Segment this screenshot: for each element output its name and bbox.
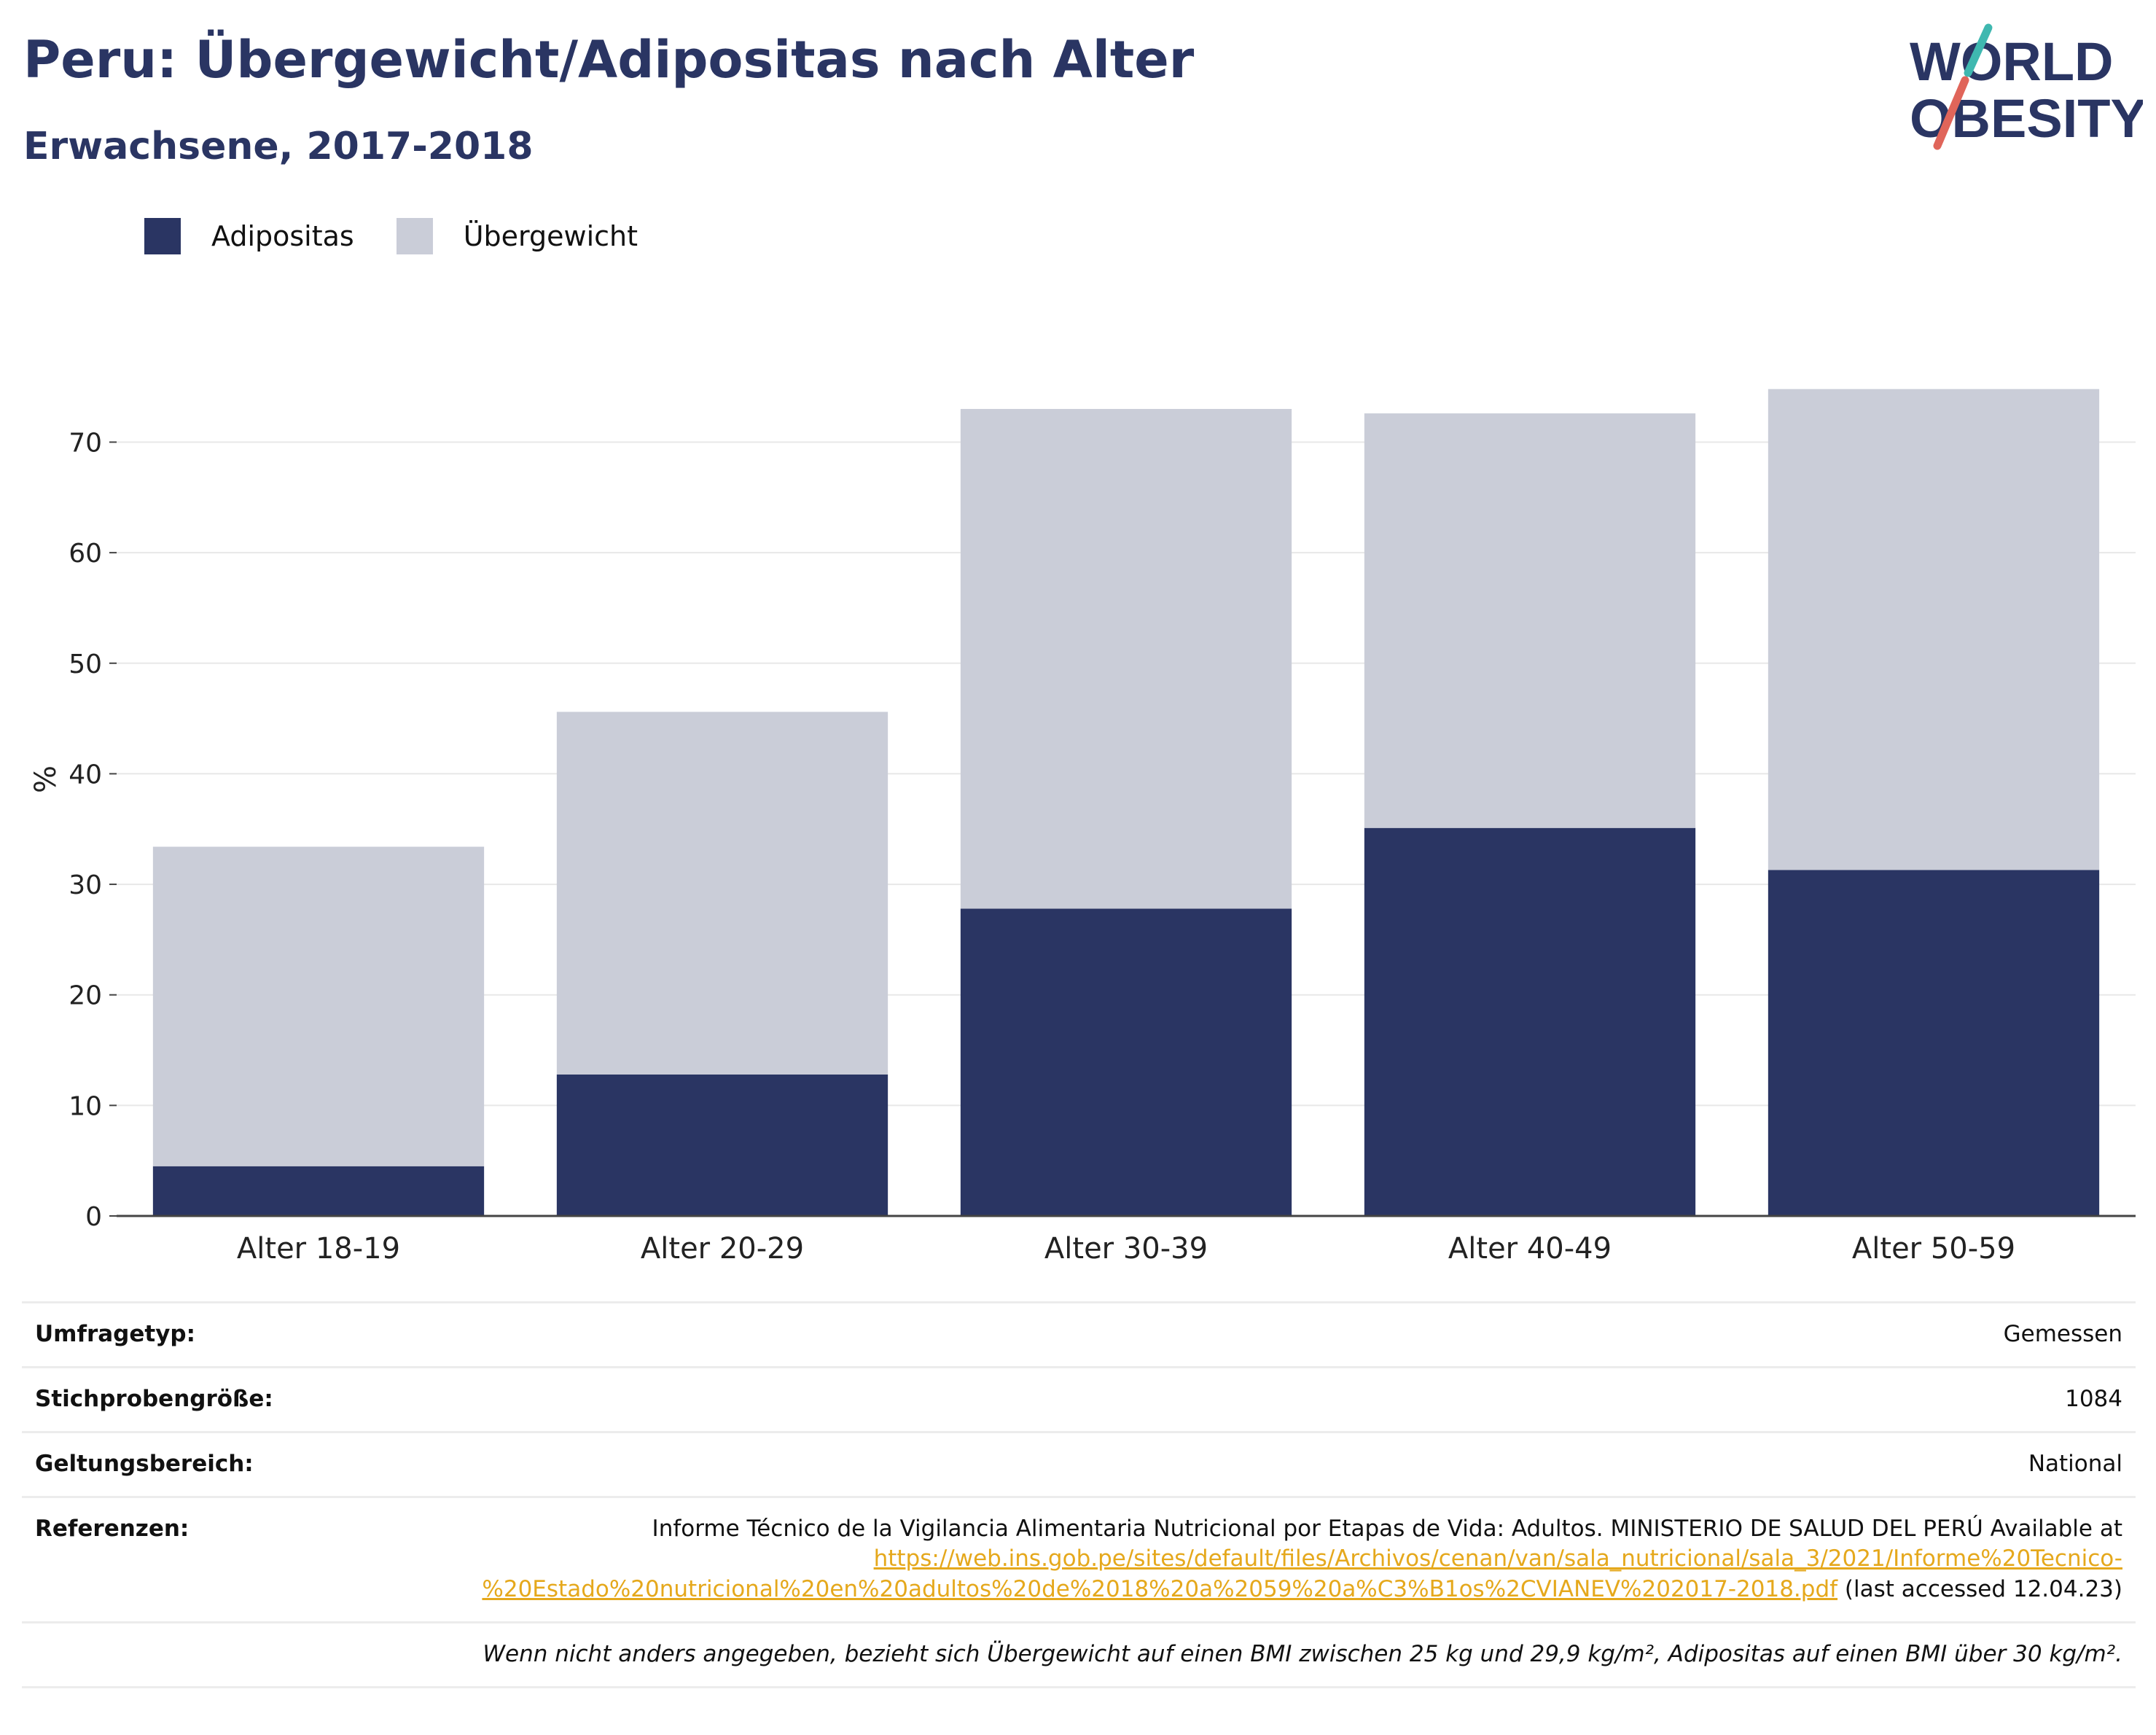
y-axis-label: % [29,765,63,793]
legend-item-adipositas[interactable]: Adipositas [144,218,354,254]
x-tick-label-0: Alter 18-19 [237,1232,400,1266]
scope-value: National [413,1430,2136,1498]
y-tick-label-30: 30 [69,870,102,900]
references-link[interactable]: https://web.ins.gob.pe/sites/default/fil… [482,1545,2122,1602]
logo-slash-coral [1933,76,1969,150]
x-tick-label-4: Alter 50-59 [1852,1232,2015,1266]
survey-type-label: Umfragetyp: [22,1301,413,1368]
survey-type-value: Gemessen [413,1301,2136,1368]
footnote: Wenn nicht anders angegeben, bezieht sic… [22,1621,2136,1688]
sample-size-value: 1084 [413,1365,2136,1433]
info-row-survey-type: Umfragetyp: Gemessen [22,1301,2136,1368]
info-row-scope: Geltungsbereich: National [22,1430,2136,1498]
references-suffix: (last accessed 12.04.23) [1844,1576,2122,1603]
bar-uebergewicht-1 [556,711,888,1075]
legend-label-adipositas: Adipositas [211,220,354,252]
survey-info-table: Umfragetyp: Gemessen Stichprobengröße: 1… [22,1301,2136,1688]
chart-legend: Adipositas Übergewicht [144,217,680,255]
info-row-sample-size: Stichprobengröße: 1084 [22,1365,2136,1433]
legend-swatch-uebergewicht [396,218,433,254]
logo-line-1: WORLD [1910,31,2114,92]
x-tick-label-1: Alter 20-29 [641,1232,804,1266]
y-tick-label-10: 10 [69,1091,102,1121]
bar-adipositas-1 [556,1074,888,1216]
y-tick-label-50: 50 [69,650,102,679]
bar-uebergewicht-4 [1768,389,2100,870]
bar-adipositas-2 [960,908,1292,1216]
world-obesity-logo: WORLD OBESITY [1910,23,2143,150]
legend-label-uebergewicht: Übergewicht [463,220,638,252]
references-label: Referenzen: [22,1495,413,1624]
info-row-footnote: Wenn nicht anders angegeben, bezieht sic… [22,1621,2136,1688]
info-row-references: Referenzen: Informe Técnico de la Vigila… [22,1495,2136,1624]
x-tick-label-3: Alter 40-49 [1448,1232,1612,1266]
bar-uebergewicht-0 [152,846,485,1166]
page-subtitle: Erwachsene, 2017-2018 [23,125,534,168]
y-tick-label-20: 20 [69,981,102,1011]
stacked-bar-chart: 0 10 20 30 40 50 60 70% Alter 18-19 Alter 20-29 Al… [29,389,2136,1266]
bar-uebergewicht-3 [1364,413,1696,828]
legend-swatch-adipositas [144,218,181,254]
references-value: Informe Técnico de la Vigilancia Aliment… [413,1495,2136,1624]
logo-slash-teal [1964,23,1993,77]
x-tick-label-2: Alter 30-39 [1044,1232,1208,1266]
sample-size-label: Stichprobengröße: [22,1365,413,1433]
bar-uebergewicht-2 [960,408,1292,909]
y-tick-label-0: 0 [85,1202,102,1232]
bar-adipositas-3 [1364,827,1696,1216]
y-tick-label-60: 60 [69,539,102,569]
y-tick-label-70: 70 [69,428,102,458]
bar-adipositas-4 [1768,870,2100,1216]
bar-adipositas-0 [152,1166,485,1216]
references-url-line-1[interactable]: https://web.ins.gob.pe/sites/default/fil… [873,1545,2122,1572]
page-title: Peru: Übergewicht/Adipositas nach Alter [23,30,1195,90]
legend-item-uebergewicht[interactable]: Übergewicht [396,218,638,254]
references-url-line-2[interactable]: %20Estado%20nutricional%20en%20adultos%2… [482,1576,1838,1603]
scope-label: Geltungsbereich: [22,1430,413,1498]
y-tick-label-40: 40 [69,760,102,789]
references-text: Informe Técnico de la Vigilancia Aliment… [652,1515,2122,1542]
